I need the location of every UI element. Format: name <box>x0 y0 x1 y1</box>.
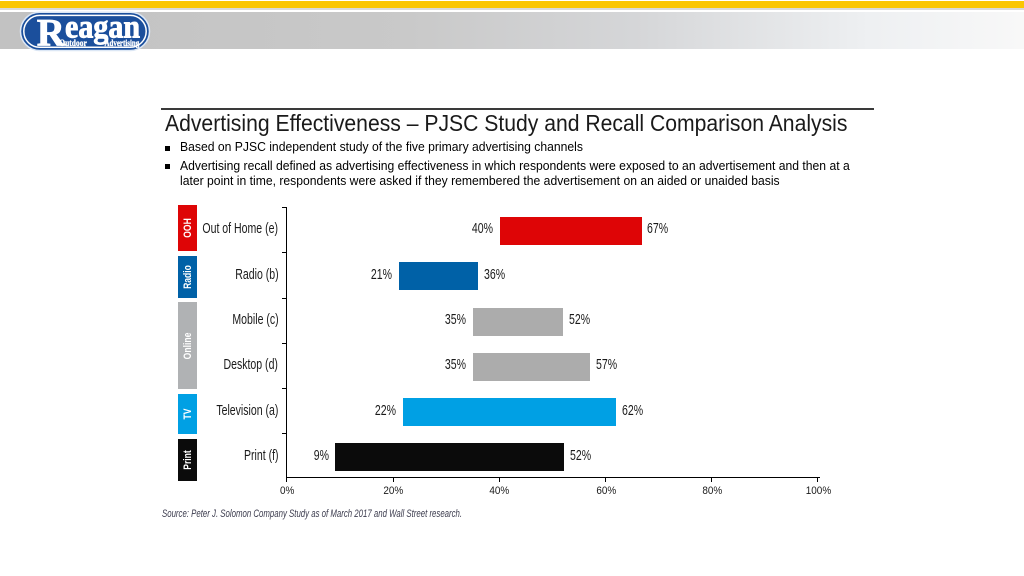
svg-text:Advertising: Advertising <box>105 39 140 49</box>
svg-text:Outdoor: Outdoor <box>59 39 87 49</box>
svg-text:R: R <box>37 12 66 55</box>
svg-text:eagan: eagan <box>65 10 140 46</box>
